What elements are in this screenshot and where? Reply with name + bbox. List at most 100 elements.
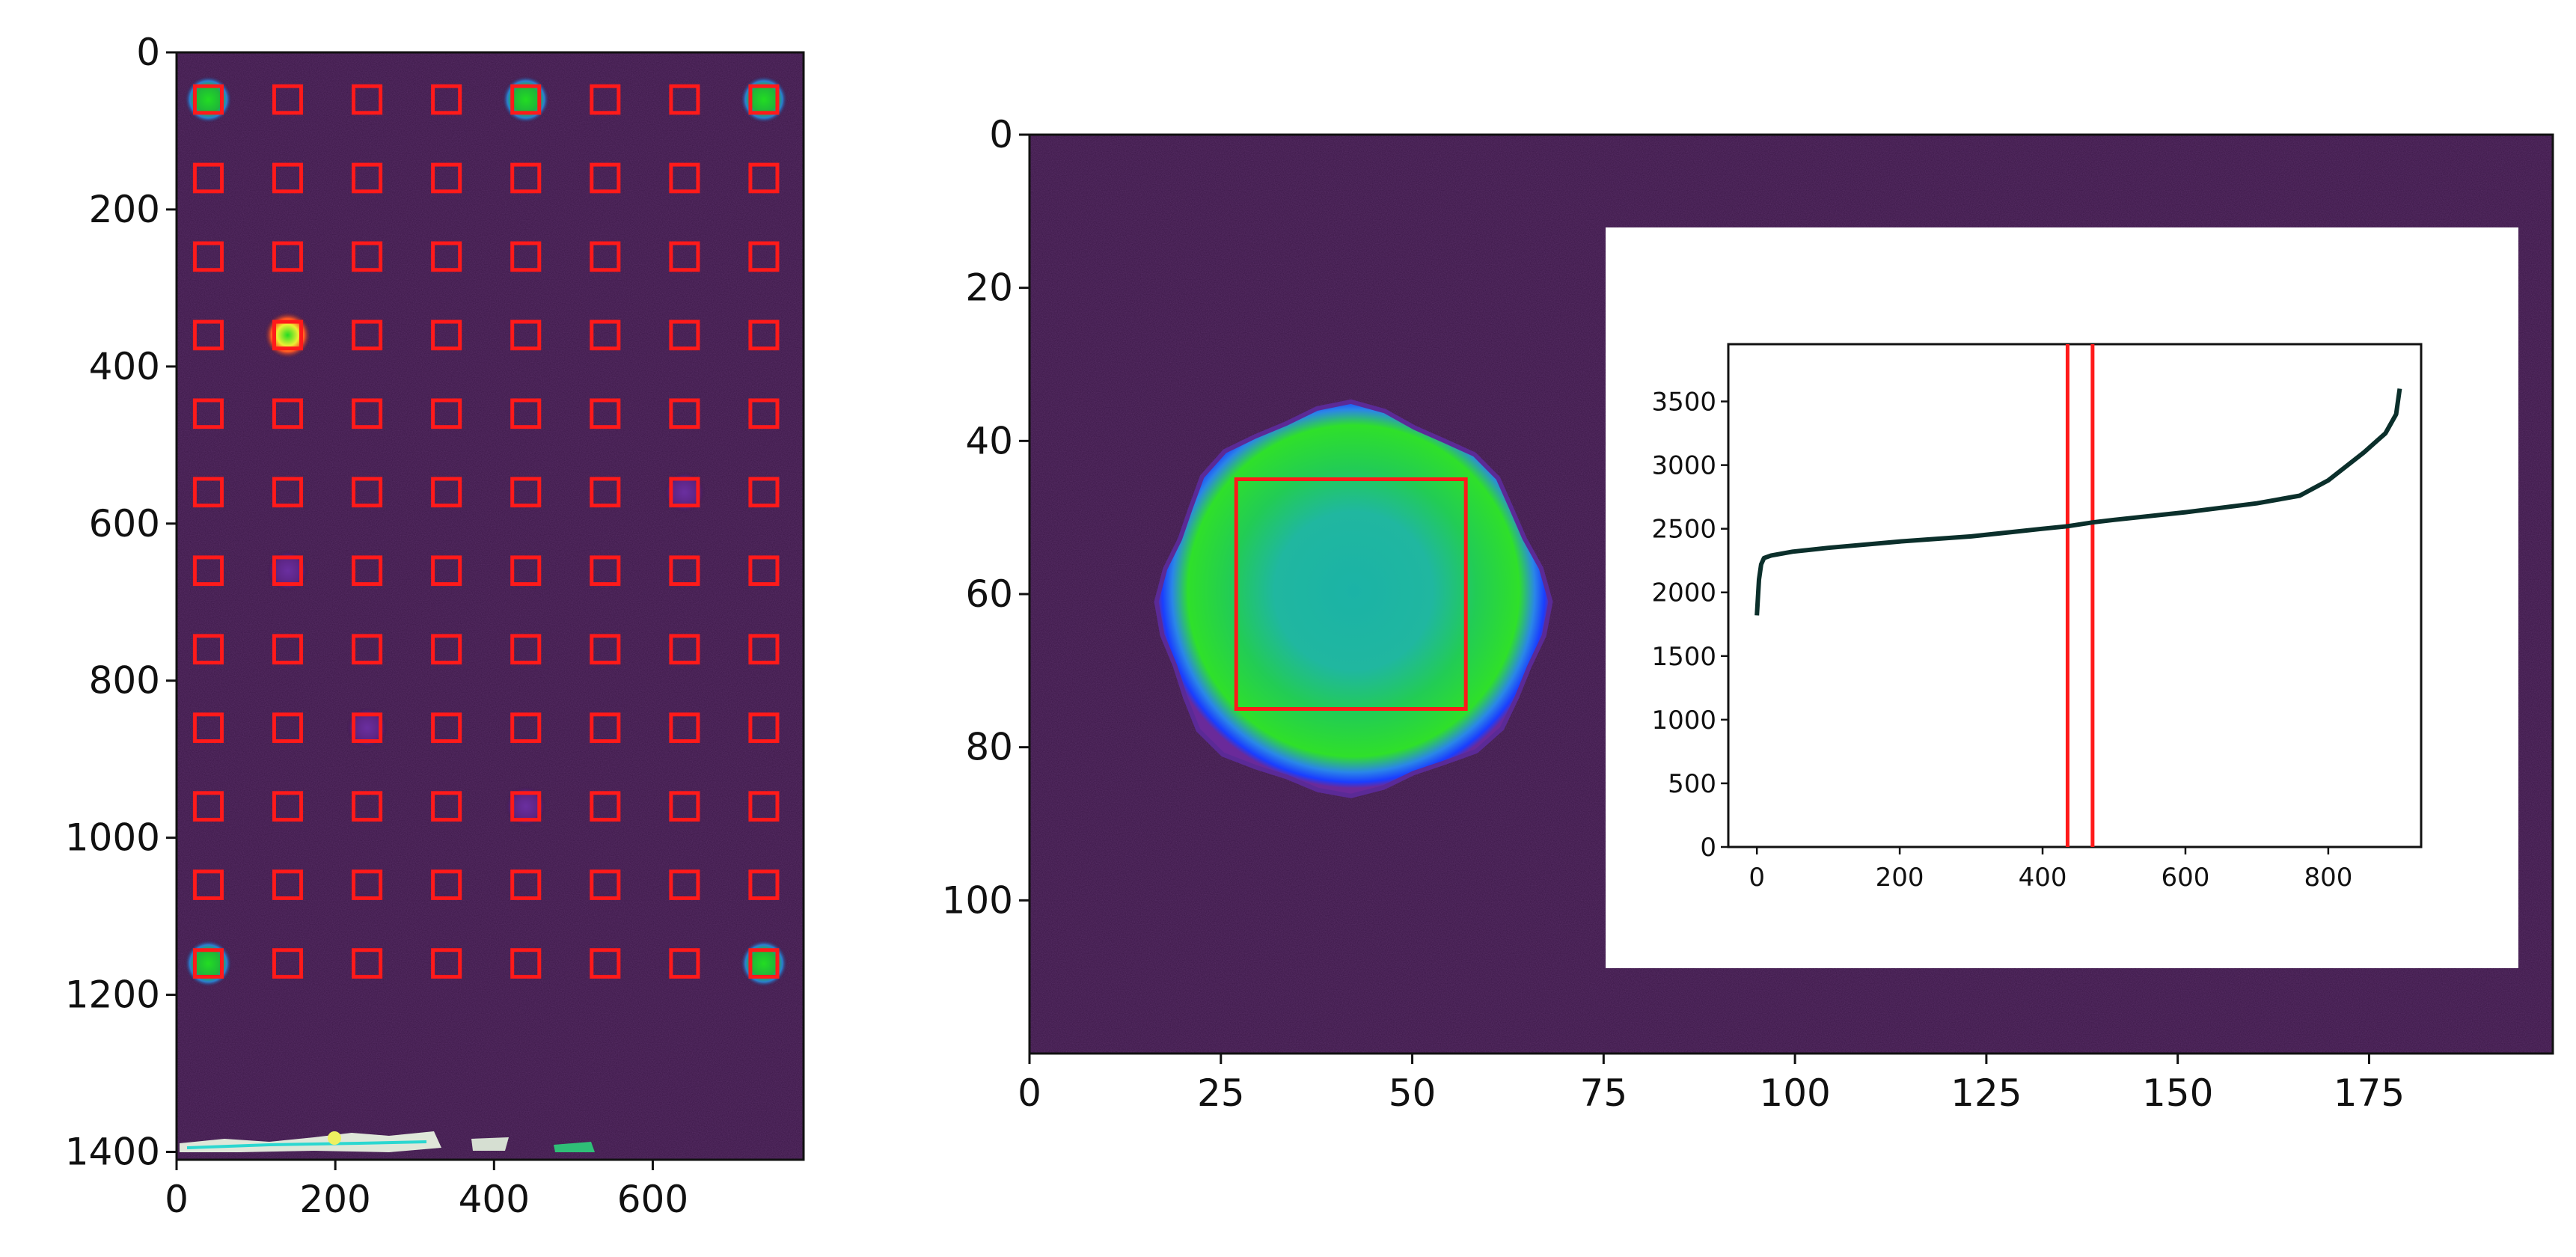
zoomed-roi-box — [1234, 477, 1468, 711]
left-roi-box-38 — [590, 398, 621, 429]
left-roi-box-68 — [431, 712, 462, 744]
left-roi-box-23 — [669, 241, 700, 272]
left-y-tick-label-7: 1400 — [65, 1131, 160, 1174]
left-heatmap-noise — [177, 52, 804, 1160]
left-roi-box-66 — [272, 712, 304, 744]
left-roi-box-85 — [510, 869, 542, 900]
left-roi-box-37 — [510, 398, 542, 429]
left-bright-spot-7 — [266, 550, 309, 592]
left-roi-box-93 — [510, 948, 542, 979]
right-x-tick-label-7: 175 — [2334, 1071, 2405, 1115]
left-roi-box-25 — [192, 319, 224, 351]
left-roi-box-90 — [272, 948, 304, 979]
left-roi-box-51 — [352, 555, 383, 587]
left-roi-box-3 — [352, 84, 383, 115]
left-roi-box-61 — [510, 634, 542, 665]
left-roi-box-20 — [431, 241, 462, 272]
left-bright-spot-9 — [505, 786, 547, 828]
left-roi-box-42 — [272, 477, 304, 508]
left-roi-box-14 — [590, 162, 621, 194]
left-heatmap-frame — [175, 51, 805, 1161]
left-bright-spot-1 — [184, 76, 233, 123]
left-roi-box-13 — [510, 162, 542, 194]
inset-x-tick-label-2: 400 — [2019, 863, 2067, 893]
left-y-tick-label-6: 1200 — [65, 973, 160, 1017]
inset-line-chart: 0 200 400 600 800 0 500 1000 1500 2000 2500 3000 35… — [1651, 343, 2423, 893]
left-roi-box-59 — [352, 634, 383, 665]
left-y-tick-label-3: 600 — [89, 502, 160, 545]
left-y-tick-label-4: 800 — [89, 659, 160, 703]
right-y-tick-label-5: 100 — [942, 878, 1013, 922]
left-roi-box-1 — [192, 84, 224, 115]
right-x-tick-label-4: 100 — [1759, 1071, 1830, 1115]
left-roi-box-67 — [352, 712, 383, 744]
left-roi-box-62 — [590, 634, 621, 665]
left-roi-box-91 — [352, 948, 383, 979]
left-x-tick-label-1: 200 — [299, 1178, 370, 1221]
left-x-tick-label-3: 600 — [617, 1178, 688, 1221]
left-roi-box-75 — [352, 791, 383, 822]
left-bright-spot-6 — [740, 939, 788, 988]
left-roi-box-18 — [272, 241, 304, 272]
left-roi-box-87 — [669, 869, 700, 900]
right-x-tick-label-5: 125 — [1951, 1071, 2022, 1115]
left-roi-box-7 — [669, 84, 700, 115]
left-roi-box-63 — [669, 634, 700, 665]
inset-y-tick-label-5: 2500 — [1651, 515, 1716, 545]
left-roi-box-16 — [748, 162, 780, 194]
inset-x-tick-label-4: 800 — [2304, 863, 2352, 893]
left-roi-box-27 — [352, 319, 383, 351]
left-roi-box-47 — [669, 477, 700, 508]
inset-y-tick-label-3: 1500 — [1651, 642, 1716, 672]
right-y-tick-label-1: 20 — [965, 266, 1013, 310]
left-roi-box-60 — [431, 634, 462, 665]
left-roi-box-73 — [192, 791, 224, 822]
right-x-tick-label-2: 50 — [1389, 1071, 1437, 1115]
right-x-tick-label-3: 75 — [1580, 1071, 1628, 1115]
left-roi-box-95 — [669, 948, 700, 979]
left-bright-spot-8 — [664, 471, 706, 513]
left-roi-box-49 — [192, 555, 224, 587]
left-roi-box-56 — [748, 555, 780, 587]
left-roi-box-36 — [431, 398, 462, 429]
left-roi-box-79 — [669, 791, 700, 822]
right-y-tick-label-4: 80 — [965, 726, 1013, 769]
left-roi-box-64 — [748, 634, 780, 665]
left-roi-box-5 — [510, 84, 542, 115]
right-heatmap-panel: 0 25 50 75 100 125 150 175 0 20 40 60 80 100 0 200 400… — [942, 113, 2554, 1115]
left-roi-box-78 — [590, 791, 621, 822]
left-roi-box-71 — [669, 712, 700, 744]
left-bright-spot-10 — [346, 707, 388, 749]
inset-x-tick-label-0: 0 — [1749, 863, 1765, 893]
left-roi-box-54 — [590, 555, 621, 587]
left-roi-box-74 — [272, 791, 304, 822]
left-roi-box-57 — [192, 634, 224, 665]
left-roi-box-45 — [510, 477, 542, 508]
left-roi-box-6 — [590, 84, 621, 115]
left-roi-box-43 — [352, 477, 383, 508]
left-roi-box-41 — [192, 477, 224, 508]
left-roi-box-8 — [748, 84, 780, 115]
left-roi-box-9 — [192, 162, 224, 194]
left-roi-box-28 — [431, 319, 462, 351]
left-roi-box-26 — [272, 319, 304, 351]
left-roi-box-4 — [431, 84, 462, 115]
left-roi-box-19 — [352, 241, 383, 272]
left-roi-box-83 — [352, 869, 383, 900]
left-roi-box-94 — [590, 948, 621, 979]
inset-y-tick-label-0: 0 — [1700, 833, 1716, 863]
left-roi-box-34 — [272, 398, 304, 429]
left-y-tick-label-5: 1000 — [65, 816, 160, 860]
left-roi-box-82 — [272, 869, 304, 900]
left-roi-box-72 — [748, 712, 780, 744]
left-heatmap-panel: 0 200 400 600 0 200 400 600 800 1000 1200 1400 — [65, 31, 805, 1221]
left-roi-box-77 — [510, 791, 542, 822]
left-roi-box-24 — [748, 241, 780, 272]
left-roi-box-81 — [192, 869, 224, 900]
left-roi-box-31 — [669, 319, 700, 351]
left-roi-box-39 — [669, 398, 700, 429]
left-roi-box-65 — [192, 712, 224, 744]
right-x-tick-label-0: 0 — [1018, 1071, 1041, 1115]
right-x-tick-label-1: 25 — [1197, 1071, 1245, 1115]
